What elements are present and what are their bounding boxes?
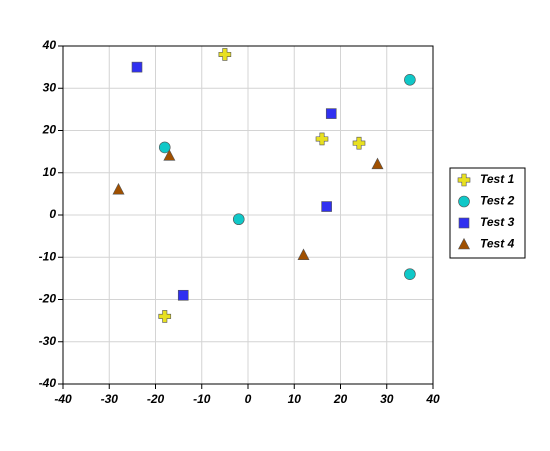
marker <box>158 310 172 323</box>
x-tick-label: 30 <box>380 392 394 406</box>
marker <box>371 157 384 170</box>
marker <box>352 136 366 150</box>
x-tick-label: -40 <box>54 392 72 406</box>
x-tick-label: -30 <box>101 392 119 406</box>
marker <box>404 268 416 280</box>
x-tick-label: 20 <box>333 392 348 406</box>
marker <box>112 183 125 195</box>
legend-marker <box>458 195 470 208</box>
marker <box>218 48 232 61</box>
marker <box>321 201 332 212</box>
y-tick-label: 40 <box>42 38 57 52</box>
y-tick-label: 0 <box>49 207 56 221</box>
x-tick-label: 10 <box>288 392 302 406</box>
x-tick-label: 40 <box>425 392 440 406</box>
legend-label: Test 3 <box>480 215 515 229</box>
legend-label: Test 4 <box>480 237 515 251</box>
marker <box>131 61 143 73</box>
marker <box>177 289 189 301</box>
y-tick-label: 30 <box>43 80 57 94</box>
y-tick-label: -20 <box>39 292 57 306</box>
legend-marker <box>458 217 470 229</box>
marker <box>163 149 176 161</box>
marker <box>404 74 416 86</box>
marker <box>158 141 171 154</box>
marker <box>325 108 337 119</box>
y-tick-label: -30 <box>39 334 57 348</box>
legend-label: Test 2 <box>480 194 515 208</box>
legend-marker <box>457 173 471 187</box>
y-tick-label: -40 <box>39 376 57 390</box>
y-tick-label: 10 <box>43 165 57 179</box>
legend-label: Test 1 <box>480 172 515 186</box>
y-tick-label: 20 <box>42 123 57 137</box>
plot-frame <box>62 45 434 385</box>
x-tick-label: -10 <box>193 392 211 406</box>
x-tick-label: 0 <box>245 392 252 406</box>
x-tick-label: -20 <box>147 392 165 406</box>
marker <box>315 132 329 146</box>
y-tick-label: -10 <box>39 249 57 263</box>
marker <box>297 248 310 260</box>
legend-marker <box>458 237 470 250</box>
marker <box>232 213 245 226</box>
